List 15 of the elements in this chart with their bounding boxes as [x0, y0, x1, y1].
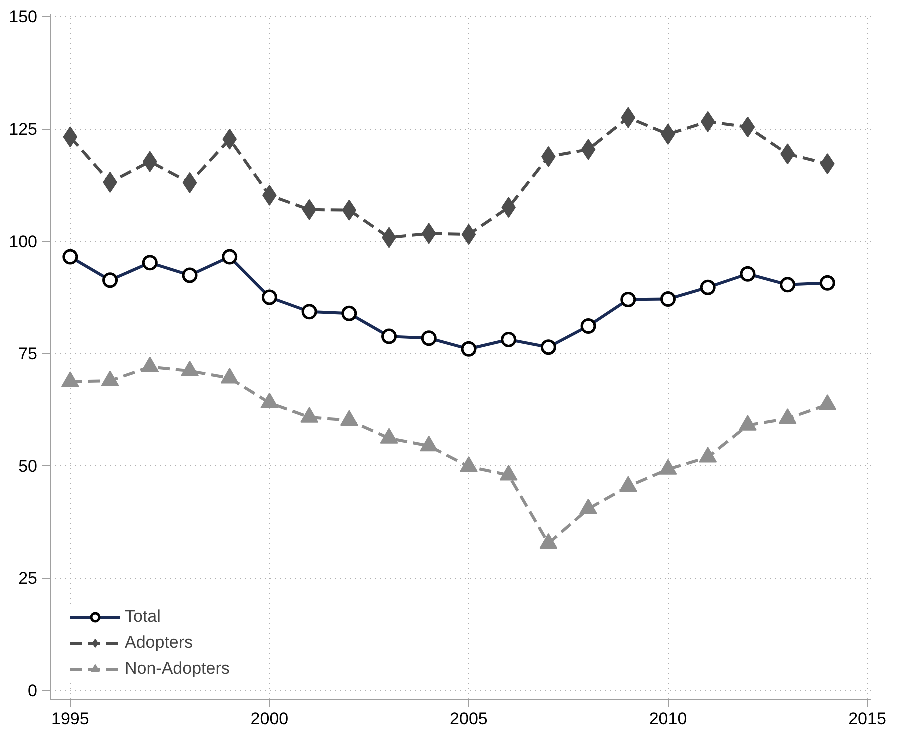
- legend-label: Adopters: [125, 633, 194, 653]
- y-tick-label: 150: [9, 8, 38, 27]
- y-tick-label: 0: [28, 682, 38, 701]
- legend-label: Total: [125, 607, 161, 627]
- y-tick-label: 25: [18, 569, 38, 588]
- x-tick-label: 2000: [250, 710, 289, 728]
- y-tick-label: 125: [9, 120, 38, 140]
- y-tick-label: 50: [18, 456, 38, 476]
- x-tick-label: 2015: [848, 710, 886, 728]
- y-tick-label: 100: [9, 232, 38, 252]
- x-tick-label: 2010: [649, 710, 688, 728]
- x-tick-label: 2005: [450, 710, 488, 728]
- x-tick-label: 1995: [52, 710, 90, 728]
- legend-label: Non-Adopters: [125, 659, 230, 679]
- y-tick-label: 75: [18, 344, 38, 364]
